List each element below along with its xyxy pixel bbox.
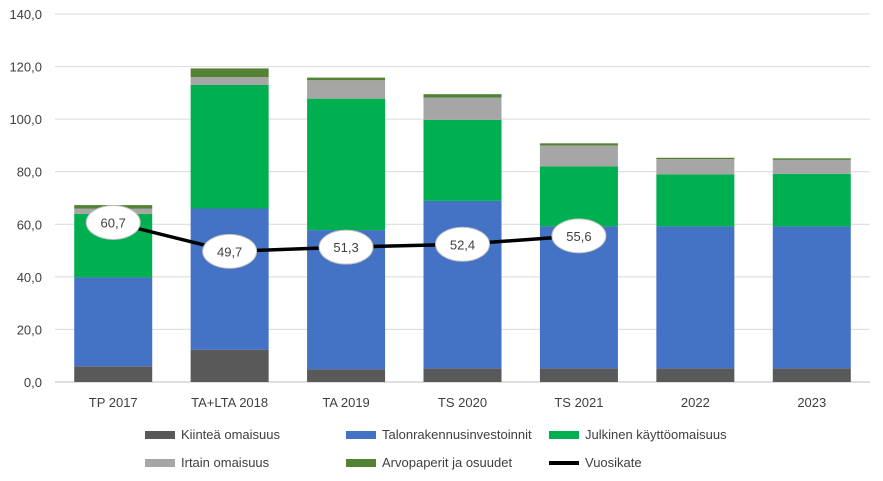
- data-label: 52,4: [450, 237, 475, 252]
- y-axis-tick-labels: 0,0 20,0 40,0 60,0 80,0 100,0 120,0 140,0: [9, 7, 42, 390]
- x-tick-label: TS 2020: [438, 395, 487, 410]
- y-tick-label: 100,0: [9, 112, 42, 127]
- bar-segment: [772, 158, 851, 160]
- legend-swatch: [346, 458, 376, 467]
- data-label-bubble: [551, 218, 607, 254]
- legend-swatch: [549, 430, 579, 439]
- data-label-bubble: [202, 233, 258, 269]
- data-label-bubble: [85, 204, 141, 240]
- legend-swatch: [346, 430, 376, 439]
- y-tick-label: 120,0: [9, 60, 42, 75]
- data-label-bubble: [435, 226, 490, 262]
- legend-swatch: [145, 458, 175, 467]
- bar-segment: [656, 174, 735, 227]
- legend-label: Kiinteä omaisuus: [181, 427, 280, 442]
- bar-segment: [539, 143, 618, 146]
- legend-label: Vuosikate: [585, 455, 642, 470]
- y-tick-label: 60,0: [17, 217, 42, 232]
- legend-label: Julkinen käyttöomaisuus: [585, 427, 727, 442]
- bar-segment: [656, 226, 735, 369]
- bar-segment: [656, 157, 735, 160]
- legend-item-julkinen: Julkinen käyttöomaisuus: [549, 427, 727, 442]
- x-tick-label: TS 2021: [554, 395, 603, 410]
- data-label: 55,6: [566, 229, 591, 244]
- bar-segment: [74, 277, 153, 367]
- x-axis-tick-labels: TP 2017 TA+LTA 2018 TA 2019 TS 2020 TS 2021 2…: [89, 395, 826, 410]
- legend-line-swatch: [549, 460, 579, 465]
- bar-segment: [190, 208, 269, 350]
- bar-segment: [772, 226, 851, 369]
- bar-segment: [539, 145, 618, 167]
- legend-item-vuosikate: Vuosikate: [549, 455, 642, 470]
- bar-segment: [656, 368, 735, 382]
- bar-segment: [423, 97, 502, 120]
- x-tick-label: TP 2017: [89, 395, 138, 410]
- legend-item-arvopaperit: Arvopaperit ja osuudet: [346, 455, 512, 470]
- vuosikate-data-labels: 60,7 49,7 51,3 52,4 55,6: [85, 204, 607, 269]
- bar-segment: [74, 366, 153, 382]
- bar-segment: [190, 77, 269, 85]
- bar-segment: [539, 166, 618, 227]
- x-tick-label: 2022: [681, 395, 710, 410]
- bar-segment: [423, 200, 502, 369]
- data-label-bubble: [318, 229, 374, 265]
- y-tick-label: 0,0: [24, 375, 42, 390]
- bar-segment: [190, 84, 269, 209]
- legend-item-talonrakennus: Talonrakennusinvestoinnit: [346, 427, 532, 442]
- bar-segment: [656, 159, 735, 175]
- bar-segment: [190, 68, 269, 78]
- data-label: 49,7: [217, 244, 242, 259]
- bar-segment: [190, 349, 269, 382]
- y-tick-label: 80,0: [17, 165, 42, 180]
- legend-label: Irtain omaisuus: [181, 455, 270, 470]
- bar-segment: [423, 119, 502, 201]
- data-label: 51,3: [333, 240, 358, 255]
- x-tick-label: TA+LTA 2018: [191, 395, 268, 410]
- data-label: 60,7: [101, 215, 126, 230]
- bar-segment: [772, 159, 851, 174]
- y-tick-label: 40,0: [17, 270, 42, 285]
- x-tick-label: 2023: [797, 395, 826, 410]
- legend-label: Talonrakennusinvestoinnit: [382, 427, 532, 442]
- bar-segment: [307, 77, 386, 81]
- bar-segment: [307, 80, 386, 99]
- bar-segment: [423, 94, 502, 98]
- legend-swatch: [145, 430, 175, 439]
- bar-segment: [772, 173, 851, 227]
- y-tick-label: 20,0: [17, 322, 42, 337]
- bar-segment: [539, 368, 618, 382]
- bar-segment: [772, 368, 851, 382]
- bar-segment: [307, 369, 386, 382]
- bar-segment: [307, 98, 386, 231]
- legend-label: Arvopaperit ja osuudet: [382, 455, 513, 470]
- bar-segment: [423, 368, 502, 382]
- x-tick-label: TA 2019: [322, 395, 369, 410]
- y-tick-label: 140,0: [9, 7, 42, 22]
- legend-item-irtain: Irtain omaisuus: [145, 455, 269, 470]
- stacked-bars: [74, 68, 851, 382]
- legend-item-kiintea: Kiinteä omaisuus: [145, 427, 280, 442]
